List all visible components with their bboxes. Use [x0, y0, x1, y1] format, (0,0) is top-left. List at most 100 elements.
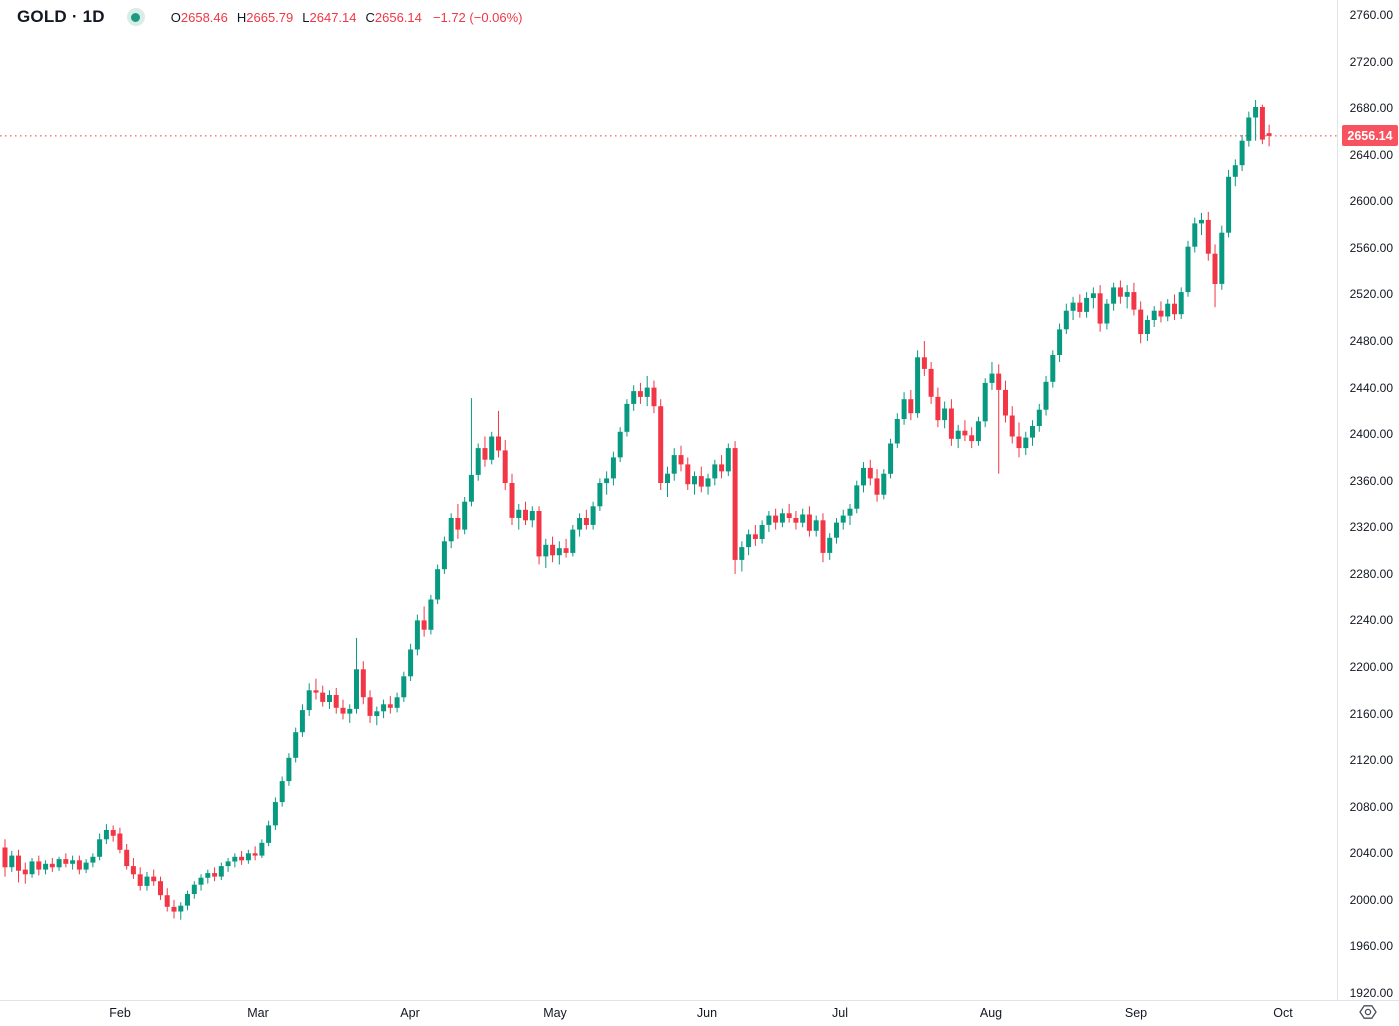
candle	[1057, 323, 1063, 362]
price-axis-label: 2080.00	[1349, 799, 1393, 814]
candle	[746, 529, 752, 556]
candle	[151, 869, 157, 886]
candle	[448, 513, 454, 549]
candle	[705, 473, 711, 495]
candle	[76, 855, 82, 875]
candle	[658, 399, 664, 490]
candle	[97, 833, 103, 861]
candle	[90, 853, 96, 868]
candle	[232, 853, 238, 868]
candle	[462, 497, 468, 535]
candle	[272, 797, 278, 830]
candle	[468, 398, 474, 507]
candle	[36, 855, 42, 876]
candle	[455, 504, 461, 539]
candle	[867, 459, 873, 486]
price-axis[interactable]: 2656.14 2760.00 2720.00 2680.00 2640.00 2600…	[1337, 0, 1399, 1000]
candle	[117, 827, 123, 854]
candle	[1259, 104, 1265, 145]
candle	[1090, 287, 1096, 309]
price-axis-label: 2760.00	[1349, 8, 1393, 22]
candle	[975, 416, 981, 446]
candle	[1084, 292, 1090, 318]
last-price-tag: 2656.14	[1342, 125, 1398, 147]
candle	[29, 858, 35, 878]
price-axis-label: 2120.00	[1349, 753, 1393, 768]
time-axis-label: Oct	[1273, 1006, 1293, 1020]
candle	[1144, 315, 1150, 341]
candle	[1165, 299, 1171, 322]
candle	[861, 462, 866, 493]
candle	[171, 899, 177, 919]
candle	[854, 480, 860, 514]
market-status-dot	[131, 12, 141, 22]
candle	[1043, 375, 1049, 416]
candle	[1226, 169, 1232, 238]
price-axis-label: 2720.00	[1349, 54, 1393, 69]
time-axis-label: Mar	[247, 1006, 269, 1020]
candle	[164, 888, 170, 912]
symbol-title[interactable]: GOLD · 1D	[17, 7, 105, 26]
change-value: −1.72 (−0.06%)	[432, 9, 523, 25]
candle	[212, 867, 218, 882]
time-axis[interactable]: Feb Mar Apr May Jun Jul Aug Sep Oct	[0, 1000, 1399, 1026]
candle	[874, 469, 880, 502]
candle	[786, 504, 792, 523]
candle	[698, 466, 704, 493]
price-axis-label: 1960.00	[1349, 939, 1393, 954]
candle	[340, 699, 346, 720]
candle	[475, 443, 481, 481]
candle	[1192, 217, 1198, 253]
candle	[2, 839, 8, 877]
candle	[191, 881, 197, 899]
candle	[198, 874, 204, 891]
candle	[1070, 296, 1076, 320]
price-axis-label: 2360.00	[1349, 473, 1393, 488]
candle	[678, 445, 684, 472]
candle	[16, 849, 21, 883]
candle	[1172, 294, 1177, 320]
candle	[894, 413, 900, 449]
candle	[1151, 306, 1157, 327]
price-chart[interactable]	[0, 0, 1337, 1000]
candle	[414, 614, 420, 656]
candle	[1009, 406, 1015, 444]
candle	[752, 525, 758, 546]
candle	[1158, 301, 1164, 323]
candle	[286, 753, 292, 786]
candle	[103, 824, 109, 844]
candle	[347, 704, 353, 723]
candle	[928, 362, 934, 404]
candle	[83, 859, 89, 874]
price-axis-label: 2560.00	[1349, 240, 1393, 255]
open-value: O2658.46	[170, 9, 228, 25]
candle	[624, 399, 630, 437]
market-status-icon[interactable]	[126, 8, 145, 26]
time-axis-label: Sep	[1124, 1006, 1148, 1020]
candle	[948, 399, 954, 446]
price-axis-label: 2240.00	[1349, 613, 1393, 628]
candle	[523, 501, 528, 525]
candle	[441, 536, 447, 574]
price-axis-label: 2200.00	[1349, 660, 1393, 674]
candle	[22, 862, 28, 884]
candle	[570, 525, 576, 557]
candle	[881, 469, 887, 500]
candle	[813, 515, 819, 537]
candle	[610, 451, 616, 486]
price-scale-settings-icon[interactable]	[1359, 1004, 1377, 1020]
candle	[421, 606, 427, 637]
candle	[225, 858, 231, 872]
price-axis-label: 2160.00	[1349, 706, 1393, 721]
candle	[583, 509, 589, 530]
candle	[739, 541, 745, 572]
candle	[516, 504, 522, 530]
candle	[320, 685, 326, 707]
candle	[1253, 100, 1259, 141]
candle	[921, 341, 927, 376]
candle	[1131, 282, 1137, 316]
candle	[644, 375, 650, 407]
candle	[840, 509, 846, 530]
time-axis-label: Jul	[832, 1006, 848, 1020]
candle	[509, 473, 515, 525]
